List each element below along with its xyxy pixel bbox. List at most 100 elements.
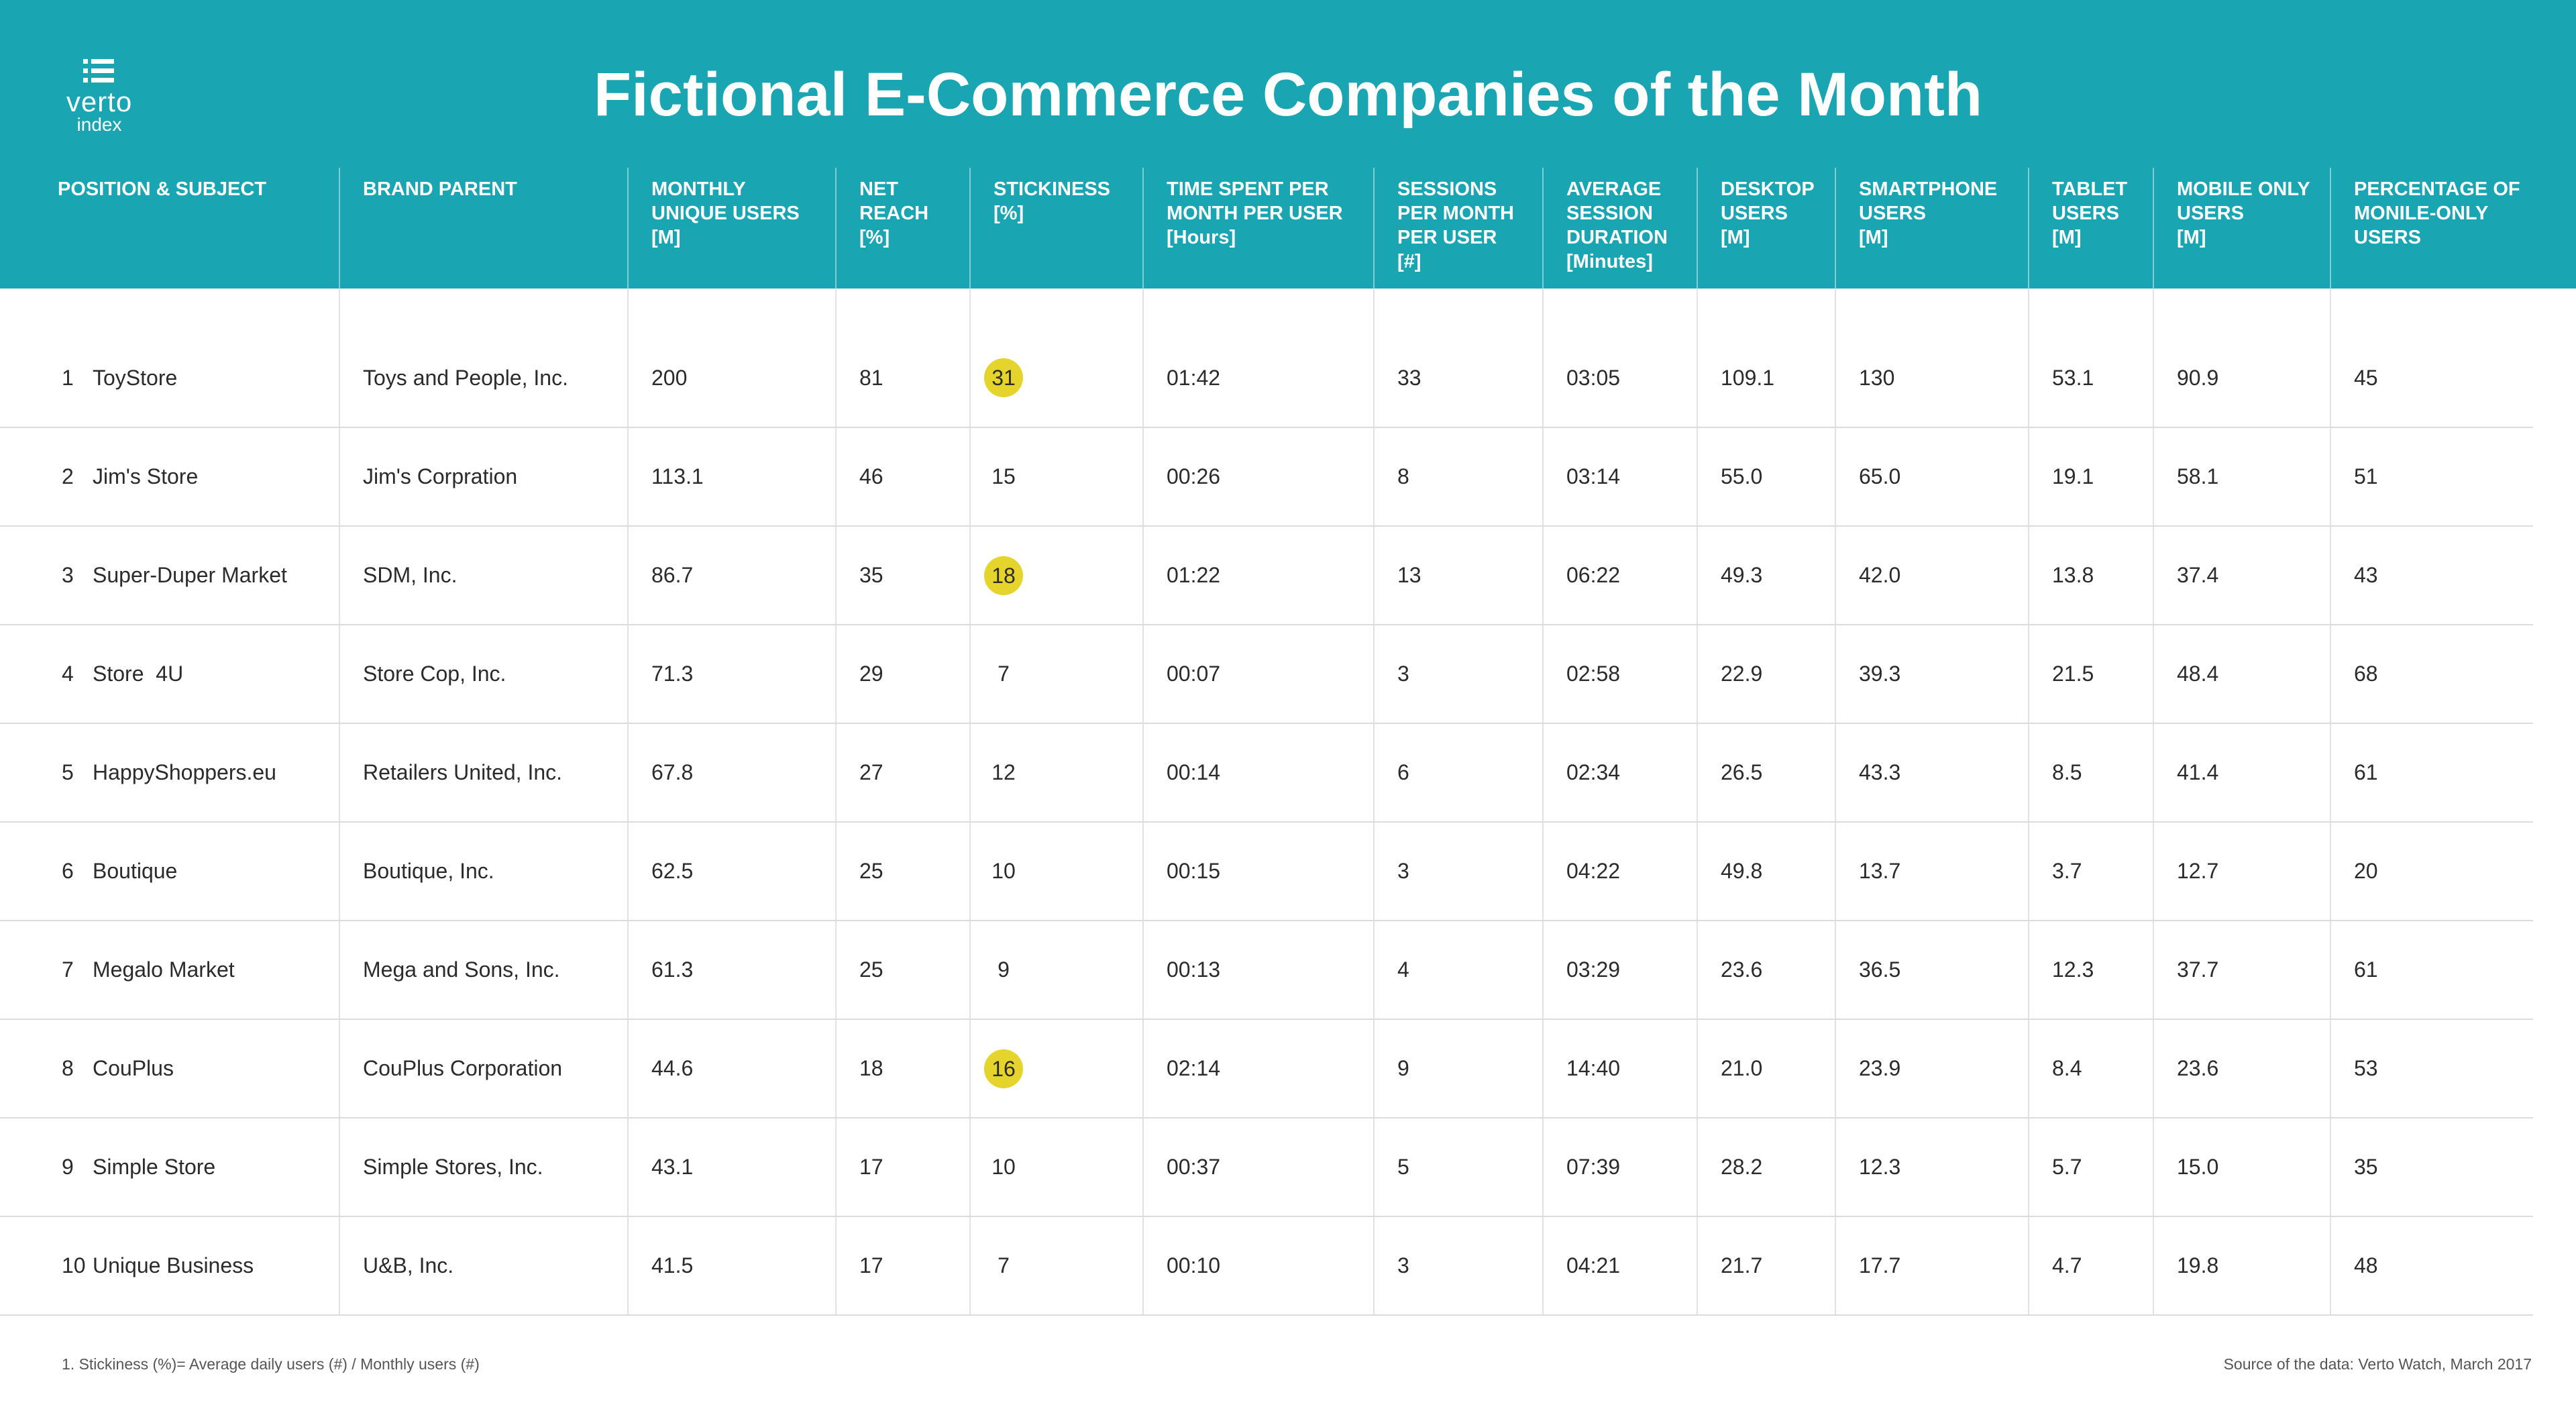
column-header-line: BRAND PARENT xyxy=(363,178,517,200)
stickiness-value: 15 xyxy=(991,464,1016,488)
cell-mobile: 37.4 xyxy=(2153,526,2330,625)
cell-sessions: 6 xyxy=(1373,723,1543,823)
column-header: POSITION & SUBJECT xyxy=(0,168,339,289)
cell-duration: 02:58 xyxy=(1542,625,1697,724)
cell-stick: 12 xyxy=(969,723,1143,823)
cell-smartphone: 17.7 xyxy=(1835,1216,2029,1316)
stickiness-value: 9 xyxy=(998,957,1010,982)
stickiness-highlight-badge: 18 xyxy=(984,556,1023,595)
position-subject-cell: 9 Simple Store xyxy=(0,1118,339,1217)
column-header-line: STICKINESS xyxy=(994,178,1111,200)
cell-unique: 200 xyxy=(627,329,836,428)
list-icon xyxy=(83,59,114,83)
cell-tablet: 13.8 xyxy=(2028,526,2153,625)
cell-smartphone: 13.7 xyxy=(1835,822,2029,921)
column-header: BRAND PARENT xyxy=(339,168,628,289)
column-header-line: USERS xyxy=(2052,203,2119,224)
cell-stick: 7 xyxy=(969,1216,1143,1316)
column-header-line: [M] xyxy=(1721,227,1750,248)
column-header-line: USERS xyxy=(1859,203,1926,224)
column-header-line: [M] xyxy=(2052,227,2082,248)
column-header: PERCENTAGE OF MONILE-ONLY USERS xyxy=(2330,168,2576,289)
cell-duration: 03:29 xyxy=(1542,921,1697,1020)
cell-parent: Simple Stores, Inc. xyxy=(339,1118,628,1217)
cell-sessions: 13 xyxy=(1373,526,1543,625)
cell-unique: 44.6 xyxy=(627,1019,836,1118)
column-header: SMARTPHONE USERS [M] xyxy=(1835,168,2029,289)
cell-sessions: 8 xyxy=(1373,427,1543,527)
table-header-row: POSITION & SUBJECT BRAND PARENT MONTHLY UNI… xyxy=(0,168,2576,289)
cell-unique: 113.1 xyxy=(627,427,836,527)
cell-time: 00:26 xyxy=(1142,427,1374,527)
cell-desktop: 21.7 xyxy=(1697,1216,1835,1316)
cell-parent: Toys and People, Inc. xyxy=(339,329,628,428)
position-subject-cell: 3 Super-Duper Market xyxy=(0,526,339,625)
cell-tablet: 21.5 xyxy=(2028,625,2153,724)
cell-parent: CouPlus Corporation xyxy=(339,1019,628,1118)
cell-reach: 35 xyxy=(835,526,970,625)
position-subject-cell: 6 Boutique xyxy=(0,822,339,921)
table-spacer xyxy=(0,289,2576,329)
column-header-line: [M] xyxy=(651,227,681,248)
cell-parent: Boutique, Inc. xyxy=(339,822,628,921)
column-header-line: MONILE-ONLY xyxy=(2354,203,2489,224)
subject-name: Unique Business xyxy=(93,1253,254,1277)
rank-number: 8 xyxy=(62,1056,74,1080)
subject-name: Super-Duper Market xyxy=(93,563,287,587)
logo-word: verto xyxy=(66,86,133,117)
cell-mobile: 37.7 xyxy=(2153,921,2330,1020)
position-subject-cell: 10 Unique Business xyxy=(0,1216,339,1316)
column-header-line: AVERAGE xyxy=(1566,178,1662,200)
cell-parent: U&B, Inc. xyxy=(339,1216,628,1316)
cell-desktop: 49.3 xyxy=(1697,526,1835,625)
cell-sessions: 4 xyxy=(1373,921,1543,1020)
column-header-line: [Minutes] xyxy=(1566,251,1653,272)
cell-time: 00:13 xyxy=(1142,921,1374,1020)
subject-name: Boutique xyxy=(93,859,178,883)
position-subject-cell: 4 Store 4U xyxy=(0,625,339,724)
column-header-line: MONTHLY xyxy=(651,178,746,200)
column-header-line: NET xyxy=(859,178,898,200)
subject-name: Jim's Store xyxy=(93,464,199,488)
cell-desktop: 26.5 xyxy=(1697,723,1835,823)
column-header-line: MONTH PER USER xyxy=(1167,203,1343,224)
column-header: SESSIONS PER MONTH PER USER [#] xyxy=(1373,168,1543,289)
cell-sessions: 9 xyxy=(1373,1019,1543,1118)
companies-table: POSITION & SUBJECT BRAND PARENT MONTHLY UNI… xyxy=(0,168,2576,1316)
cell-stick: 10 xyxy=(969,1118,1143,1217)
cell-sessions: 3 xyxy=(1373,822,1543,921)
column-header-line: DESKTOP xyxy=(1721,178,1815,200)
column-header-line: [%] xyxy=(859,227,890,248)
column-header-line: USERS xyxy=(2354,227,2421,248)
rank-number: 4 xyxy=(62,662,74,686)
cell-sessions: 5 xyxy=(1373,1118,1543,1217)
stickiness-value: 10 xyxy=(991,859,1016,883)
table-row: 3 Super-Duper Market SDM, Inc. 86.7 35 18 01:2… xyxy=(0,526,2576,625)
column-header-line: SESSION xyxy=(1566,203,1653,224)
column-header-line: POSITION & SUBJECT xyxy=(58,178,266,200)
table-row: 8 CouPlus CouPlus Corporation 44.6 18 16 02:14… xyxy=(0,1019,2576,1118)
rank-number: 3 xyxy=(62,563,74,587)
cell-desktop: 22.9 xyxy=(1697,625,1835,724)
cell-time: 00:10 xyxy=(1142,1216,1374,1316)
cell-unique: 86.7 xyxy=(627,526,836,625)
rank-number: 2 xyxy=(62,464,74,488)
cell-duration: 03:05 xyxy=(1542,329,1697,428)
cell-unique: 61.3 xyxy=(627,921,836,1020)
column-header-line: REACH xyxy=(859,203,929,224)
column-header-line: [#] xyxy=(1397,251,1421,272)
cell-tablet: 19.1 xyxy=(2028,427,2153,527)
cell-desktop: 55.0 xyxy=(1697,427,1835,527)
column-header-line: MOBILE ONLY xyxy=(2177,178,2310,200)
cell-desktop: 109.1 xyxy=(1697,329,1835,428)
column-header-line: TIME SPENT PER xyxy=(1167,178,1329,200)
cell-time: 02:14 xyxy=(1142,1019,1374,1118)
cell-mobile: 41.4 xyxy=(2153,723,2330,823)
cell-mobile: 12.7 xyxy=(2153,822,2330,921)
column-header: TIME SPENT PER MONTH PER USER [Hours] xyxy=(1142,168,1374,289)
table-row: 1 ToyStore Toys and People, Inc. 200 81 31 01:… xyxy=(0,329,2576,428)
cell-smartphone: 36.5 xyxy=(1835,921,2029,1020)
column-header-line: UNIQUE USERS xyxy=(651,203,800,224)
cell-stick: 7 xyxy=(969,625,1143,724)
page-title: Fictional E-Commerce Companies of the Mo… xyxy=(593,60,1983,129)
